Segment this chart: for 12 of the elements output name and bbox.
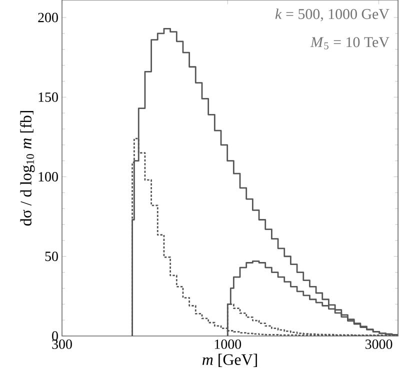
y-tick-label: 50 (45, 252, 58, 262)
y-tick-label: 0 (52, 331, 58, 341)
y-tick-label: 200 (38, 12, 58, 22)
x-tick-label: 300 (52, 340, 72, 349)
y-axis-title: dσ / d log$_{10}$ m [fb] (20, 111, 35, 226)
annotation: k = 500, 1000 GeV (275, 8, 390, 22)
y-tick-label: 100 (38, 172, 58, 182)
x-tick-label: 3000 (366, 340, 392, 349)
x-axis-title: m [GeV] (202, 354, 257, 367)
annotation: M$_{5}$ = 10 TeV (310, 37, 390, 50)
y-tick-label: 150 (38, 92, 58, 102)
x-tick-label: 1000 (214, 340, 242, 349)
